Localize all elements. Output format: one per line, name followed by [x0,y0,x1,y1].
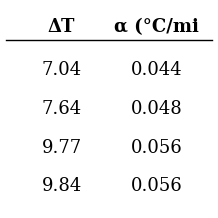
Text: 7.04: 7.04 [42,61,82,79]
Text: ΔT: ΔT [48,18,75,36]
Text: 7.64: 7.64 [42,100,82,118]
Text: 9.77: 9.77 [42,139,82,157]
Text: 9.84: 9.84 [41,177,82,196]
Text: 0.056: 0.056 [131,139,182,157]
Text: 0.044: 0.044 [131,61,182,79]
Text: 0.048: 0.048 [131,100,182,118]
Text: 0.056: 0.056 [131,177,182,196]
Text: α (°C/mi: α (°C/mi [114,18,199,36]
